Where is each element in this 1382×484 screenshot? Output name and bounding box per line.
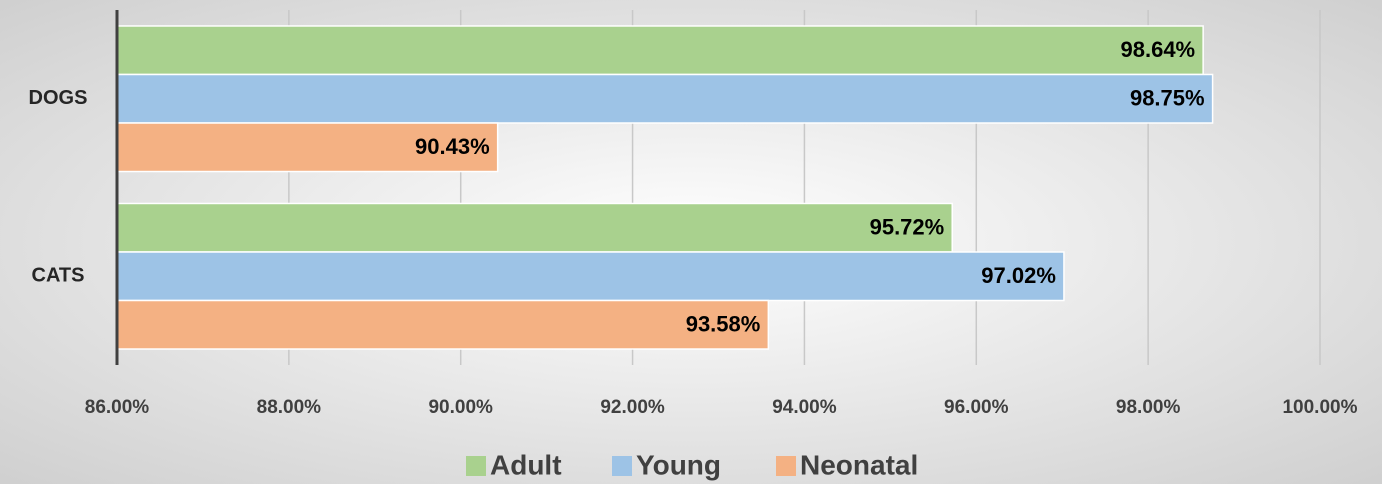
value-label: 95.72% [870,215,945,240]
x-tick-label: 96.00% [944,397,1009,418]
bar [116,25,1204,76]
legend-label: Adult [490,449,562,480]
x-tick-label: 98.00% [1116,397,1181,418]
x-tick-label: 94.00% [772,397,837,418]
value-label: 90.43% [415,134,490,159]
value-label: 98.64% [1121,37,1196,62]
bar [116,73,1214,124]
y-tick-label: DOGS [29,87,88,109]
x-tick-label: 100.00% [1282,397,1357,418]
legend-swatch [466,456,486,476]
labels: 86.00% 88.00% 90.00% 92.00% 94.00% 96.00% 98.0… [29,37,1358,480]
legend-label: Neonatal [800,449,918,480]
bar [116,299,770,350]
y-tick-label: CATS [32,265,85,287]
legend-swatch [612,456,632,476]
value-label: 98.75% [1130,86,1205,111]
legend-label: Young [636,449,721,480]
bar [116,202,953,253]
legend-swatch [776,456,796,476]
value-label: 97.02% [981,263,1056,288]
x-tick-label: 86.00% [85,397,150,418]
x-tick-label: 90.00% [428,397,493,418]
value-label: 93.58% [686,312,761,337]
x-tick-label: 88.00% [257,397,322,418]
x-tick-label: 92.00% [600,397,665,418]
bar [116,251,1065,302]
